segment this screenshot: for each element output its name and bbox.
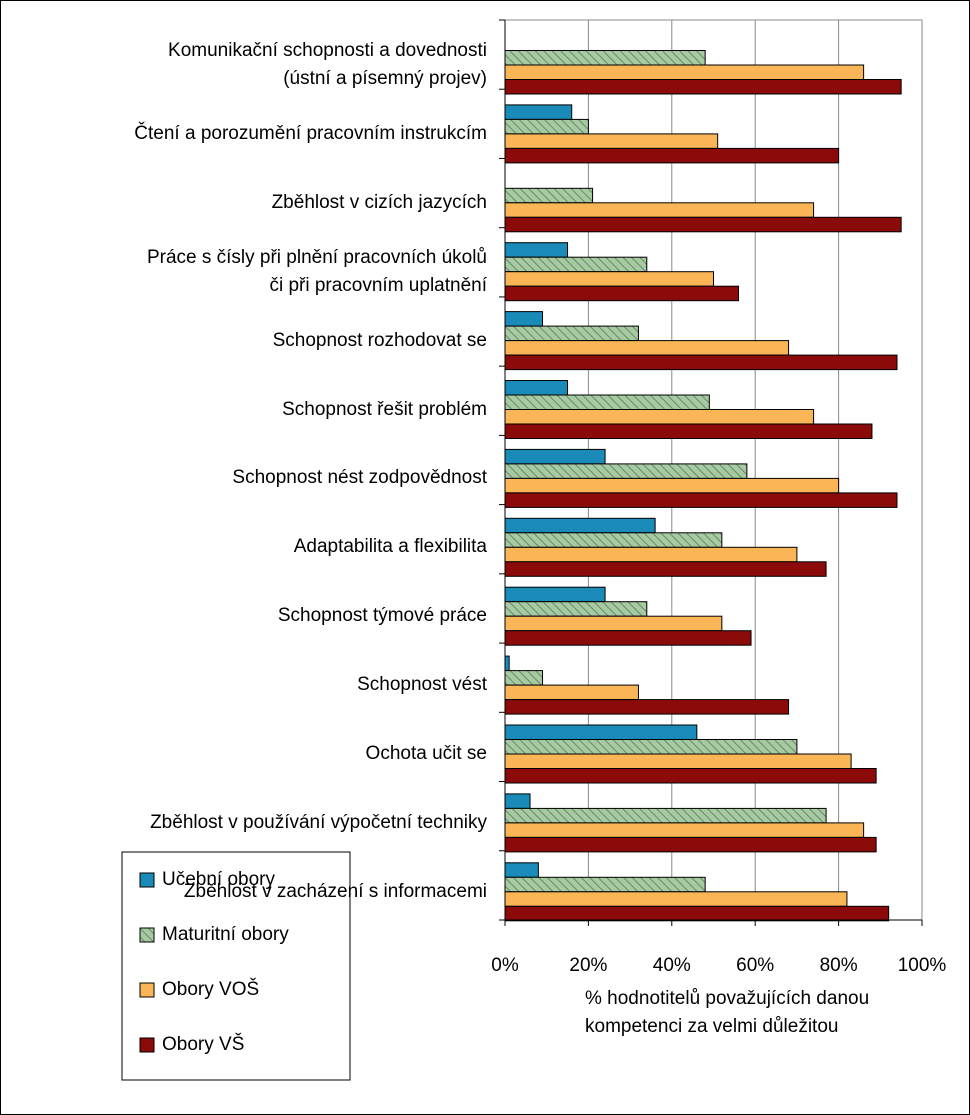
bar [504, 492, 898, 508]
bar [504, 311, 544, 327]
bar [504, 546, 798, 563]
bar [504, 394, 710, 410]
bar [504, 118, 589, 135]
bar [504, 133, 719, 149]
bar [504, 271, 714, 287]
y-tick-label: Adaptabilita a flexibilita [293, 536, 487, 558]
bar [504, 409, 815, 425]
bar [504, 793, 531, 809]
legend-label: Obory VOŠ [162, 979, 260, 1000]
bar [504, 699, 790, 715]
x-tick-label: 0% [491, 955, 519, 976]
x-tick-label: 100% [897, 955, 947, 976]
x-tick-label: 40% [652, 955, 691, 976]
bar [504, 532, 723, 548]
bar [504, 202, 815, 218]
legend-box [121, 851, 351, 1081]
bar [504, 50, 706, 66]
y-tick-label: Zběhlost v zacházení s informacemi [183, 880, 487, 902]
bar [504, 684, 639, 701]
legend-label: Obory VŠ [162, 1034, 245, 1055]
bar [504, 147, 840, 164]
bar [504, 670, 544, 686]
bar [504, 354, 898, 371]
x-axis-label: % hodnotitelů považujících danou kompete… [585, 988, 870, 1037]
bar [504, 615, 723, 632]
bar [504, 655, 510, 672]
x-tick-label: 80% [819, 955, 858, 976]
bar [504, 256, 648, 273]
bar [504, 325, 639, 342]
bar [504, 862, 539, 878]
bar [504, 561, 827, 577]
bar [504, 753, 852, 769]
y-tick-label: Schopnost řešit problém [282, 398, 487, 420]
bar [504, 285, 740, 302]
y-tick-label: Ochota učit se [365, 743, 487, 764]
bar [504, 104, 573, 120]
legend-swatch [139, 927, 155, 943]
bar [504, 517, 656, 534]
bar [504, 891, 848, 907]
bar [504, 601, 648, 617]
y-tick-label: Schopnost vést [357, 674, 487, 696]
bar [504, 768, 877, 784]
bar [504, 64, 865, 80]
bar [504, 876, 706, 893]
bar [504, 463, 748, 479]
bar [504, 836, 877, 853]
legend-swatch [139, 1037, 155, 1053]
bar [504, 586, 606, 603]
bar [504, 423, 873, 439]
legend-label: Učební obory [162, 869, 276, 890]
bar [504, 79, 902, 95]
y-tick-label: Schopnost nést zodpovědnost [232, 467, 487, 489]
bar [504, 448, 606, 465]
bar [504, 807, 827, 824]
y-tick-label: Čtení a porozumění pracovním instrukcím [134, 122, 487, 144]
legend-label: Maturitní obory [162, 924, 289, 945]
bar [504, 905, 890, 922]
bar [504, 739, 798, 755]
y-tick-label: Práce s čísly při plnění pracovních úkol… [146, 246, 487, 296]
y-tick-label: Schopnost rozhodovat se [272, 329, 487, 351]
bar [504, 477, 840, 494]
bar [504, 630, 752, 646]
legend-swatch [139, 982, 155, 998]
legend-swatch [139, 872, 155, 888]
y-tick-label: Zběhlost v cizích jazycích [271, 191, 487, 213]
y-tick-label: Schopnost týmové práce [277, 605, 487, 627]
bar [504, 340, 790, 356]
bar [504, 822, 865, 838]
bar [504, 242, 569, 258]
bar [504, 380, 569, 396]
y-tick-label: Zběhlost v používání výpočetní techniky [150, 811, 487, 833]
x-tick-label: 20% [569, 955, 608, 976]
y-tick-label: Komunikační schopnosti a dovednosti (úst… [168, 40, 487, 89]
bar [504, 724, 698, 740]
bar [504, 216, 902, 233]
x-tick-label: 60% [736, 955, 775, 976]
bar [504, 187, 594, 204]
